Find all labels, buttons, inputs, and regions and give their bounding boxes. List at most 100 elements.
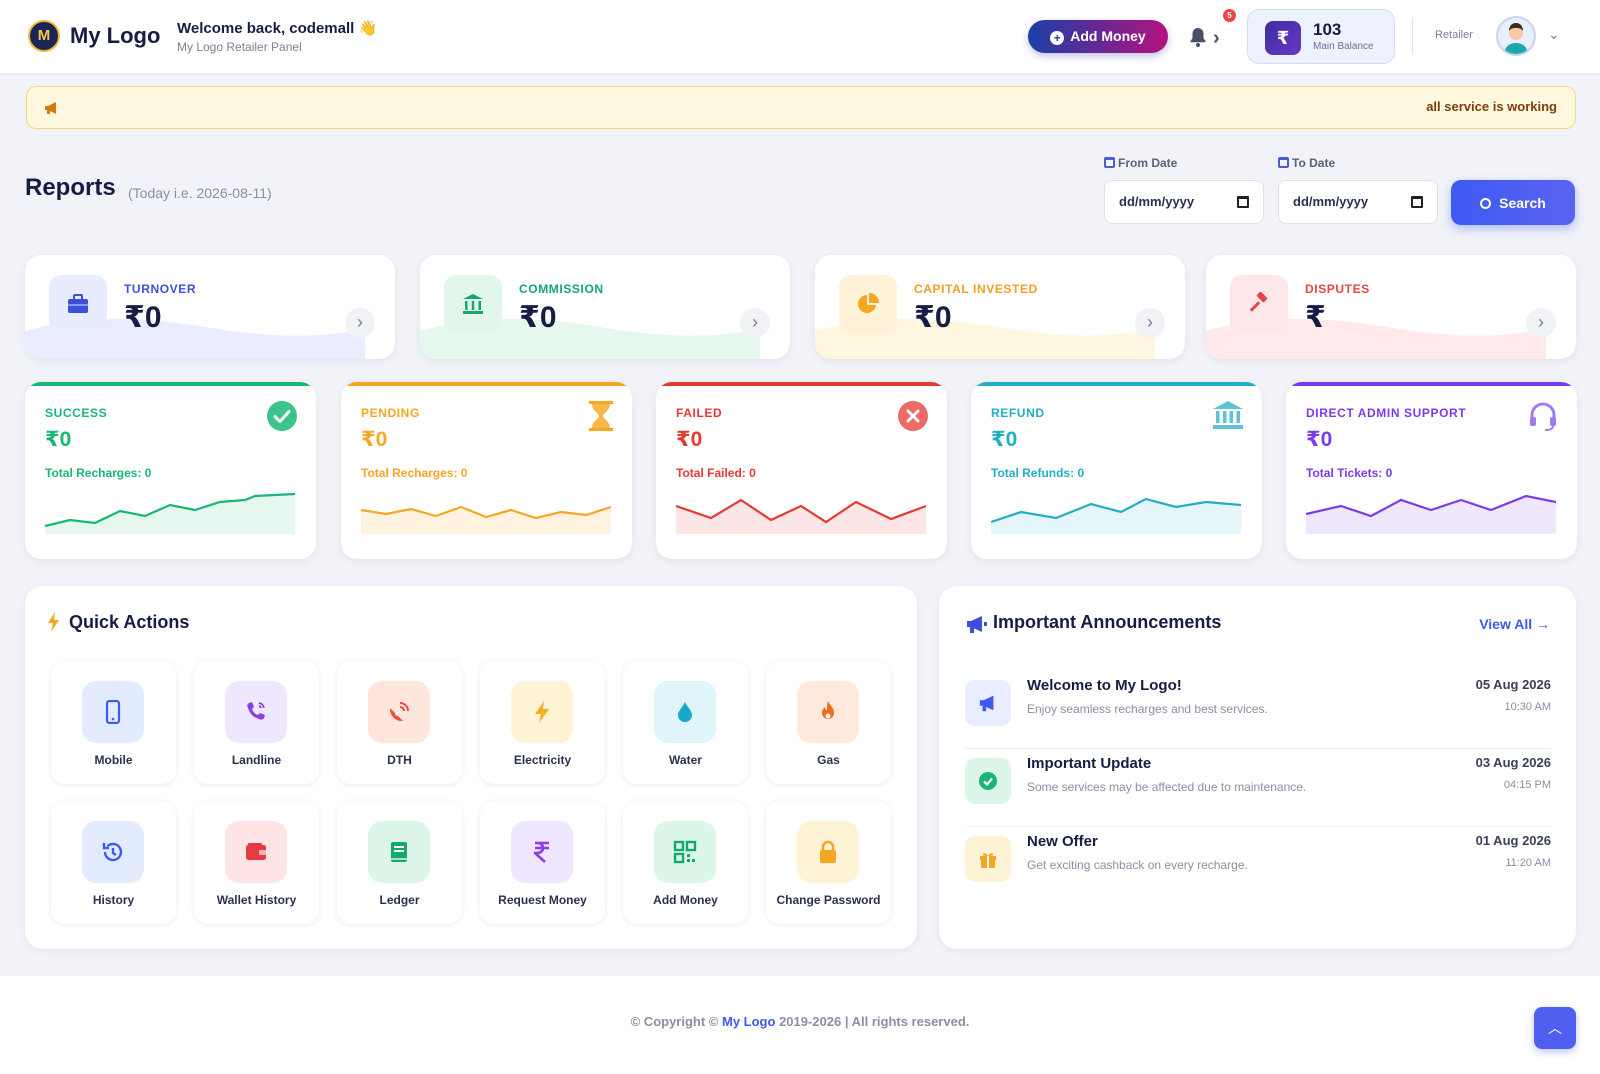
card-accent-bar	[341, 382, 632, 386]
announcement-item[interactable]: Welcome to My Logo! Enjoy seamless recha…	[965, 671, 1551, 749]
welcome-message: Welcome back, codemall 👋	[177, 20, 378, 37]
from-date-input[interactable]: dd/mm/yyyy	[1104, 180, 1264, 224]
calendar-picker-icon[interactable]	[1411, 196, 1423, 208]
card-value: ₹0	[991, 428, 1018, 451]
quick-action-water[interactable]: Water	[623, 661, 748, 784]
search-icon	[1480, 197, 1492, 209]
scroll-to-top-button[interactable]: ︿	[1534, 1007, 1576, 1049]
panel-subtitle: My Logo Retailer Panel	[177, 40, 302, 54]
chevron-right-icon[interactable]: ›	[1526, 308, 1556, 338]
user-role: Retailer	[1435, 29, 1473, 41]
book-icon	[391, 842, 407, 862]
card-accent-bar	[25, 382, 316, 386]
view-all-link[interactable]: View All →	[1479, 616, 1550, 632]
card-subtext: Total Tickets: 0	[1306, 466, 1393, 480]
divider	[965, 826, 1551, 827]
quick-action-label: Add Money	[653, 893, 718, 907]
quick-action-ledger[interactable]: Ledger	[337, 801, 462, 924]
announcement-ticker: all service is working	[26, 86, 1576, 129]
quick-action-dth[interactable]: DTH	[337, 661, 462, 784]
card-wave	[420, 318, 760, 359]
quick-action-wallet-history[interactable]: Wallet History	[194, 801, 319, 924]
add-money-button[interactable]: + Add Money	[1028, 20, 1168, 53]
card-value: ₹0	[519, 301, 557, 334]
check-circle-icon	[267, 401, 297, 431]
quick-action-change-password[interactable]: Change Password	[766, 801, 891, 924]
announcements-title: Important Announcements	[993, 612, 1222, 632]
mobile-icon	[105, 700, 121, 724]
capital-invested-card[interactable]: CAPITAL INVESTED ₹0 ›	[815, 255, 1185, 359]
quick-action-history[interactable]: History	[51, 801, 176, 924]
header-divider	[1412, 18, 1413, 54]
quick-action-add-money[interactable]: Add Money	[623, 801, 748, 924]
bank-icon	[1213, 401, 1243, 429]
quick-action-request-money[interactable]: Request Money	[480, 801, 605, 924]
calendar-icon	[1278, 157, 1289, 168]
quick-action-gas[interactable]: Gas	[766, 661, 891, 784]
failed-card[interactable]: FAILED ₹0 Total Failed: 0	[656, 382, 947, 559]
card-label: CAPITAL INVESTED	[914, 282, 1038, 296]
footer-brand-link[interactable]: My Logo	[722, 1014, 776, 1029]
chevron-right-icon[interactable]: ›	[740, 308, 770, 338]
quick-action-label: DTH	[387, 753, 412, 767]
satellite-dish-icon	[389, 702, 409, 722]
page-subtitle: (Today i.e. 2026-08-11)	[128, 185, 272, 201]
chevron-right-icon[interactable]: ›	[345, 308, 375, 338]
announcement-item[interactable]: Important Update Some services may be af…	[965, 749, 1551, 827]
chevron-down-icon[interactable]: ⌄	[1548, 26, 1560, 42]
phone-icon	[247, 702, 265, 720]
card-label: COMMISSION	[519, 282, 604, 296]
quick-action-label: Gas	[817, 753, 840, 767]
sparkline	[991, 497, 1241, 534]
pending-card[interactable]: PENDING ₹0 Total Recharges: 0	[341, 382, 632, 559]
chevron-up-icon: ︿	[1548, 1020, 1562, 1036]
balance-amount: 103	[1313, 20, 1342, 39]
refund-card[interactable]: REFUND ₹0 Total Refunds: 0	[971, 382, 1262, 559]
avatar[interactable]	[1496, 16, 1536, 56]
from-date-label: From Date	[1104, 156, 1177, 170]
lock-icon	[820, 840, 836, 863]
qr-code-icon	[673, 840, 697, 864]
card-accent-bar	[971, 382, 1262, 386]
quick-action-label: Landline	[231, 753, 282, 767]
quick-action-mobile[interactable]: Mobile	[51, 661, 176, 784]
top-header: M My Logo Welcome back, codemall 👋 My Lo…	[0, 0, 1600, 73]
card-value: ₹0	[676, 428, 703, 451]
card-value: ₹0	[124, 301, 162, 334]
admin-support-card[interactable]: DIRECT ADMIN SUPPORT ₹0 Total Tickets: 0	[1286, 382, 1577, 559]
card-value: ₹0	[1306, 428, 1333, 451]
card-label: REFUND	[991, 406, 1045, 420]
to-date-label: To Date	[1278, 156, 1335, 170]
copyright-text: © Copyright © My Logo 2019-2026 | All ri…	[630, 1014, 970, 1029]
quick-action-electricity[interactable]: Electricity	[480, 661, 605, 784]
announcement-description: Get exciting cashback on every recharge.	[1027, 858, 1248, 872]
chevron-right-icon[interactable]: ›	[1135, 308, 1165, 338]
quick-action-label: Wallet History	[216, 893, 297, 907]
calendar-picker-icon[interactable]	[1237, 196, 1249, 208]
notification-badge: 5	[1223, 9, 1236, 22]
turnover-card[interactable]: TURNOVER ₹0 ›	[25, 255, 395, 359]
logo-icon[interactable]: M	[28, 20, 60, 52]
bell-icon[interactable]	[1188, 26, 1208, 48]
disputes-card[interactable]: DISPUTES ₹ ›	[1206, 255, 1576, 359]
success-card[interactable]: SUCCESS ₹0 Total Recharges: 0	[25, 382, 316, 559]
quick-action-landline[interactable]: Landline	[194, 661, 319, 784]
announcement-item[interactable]: New Offer Get exciting cashback on every…	[965, 827, 1551, 905]
wallet-icon	[246, 843, 266, 860]
commission-card[interactable]: COMMISSION ₹0 ›	[420, 255, 790, 359]
sparkline	[361, 505, 611, 534]
search-button[interactable]: Search	[1451, 180, 1575, 225]
main-balance-widget[interactable]: ₹ 103 Main Balance	[1247, 9, 1395, 64]
card-label: DIRECT ADMIN SUPPORT	[1306, 406, 1467, 420]
quick-action-label: Ledger	[379, 893, 420, 907]
check-circle-icon	[979, 772, 997, 790]
announcement-title: Welcome to My Logo!	[1027, 677, 1182, 694]
card-accent-bar	[656, 382, 947, 386]
user-avatar-icon	[1504, 23, 1528, 54]
to-date-input[interactable]: dd/mm/yyyy	[1278, 180, 1438, 224]
x-circle-icon	[898, 401, 928, 431]
card-wave	[1206, 318, 1546, 359]
page-title: Reports	[25, 174, 116, 201]
brand-name[interactable]: My Logo	[70, 23, 161, 48]
chevron-right-icon[interactable]: ›	[1213, 27, 1220, 49]
